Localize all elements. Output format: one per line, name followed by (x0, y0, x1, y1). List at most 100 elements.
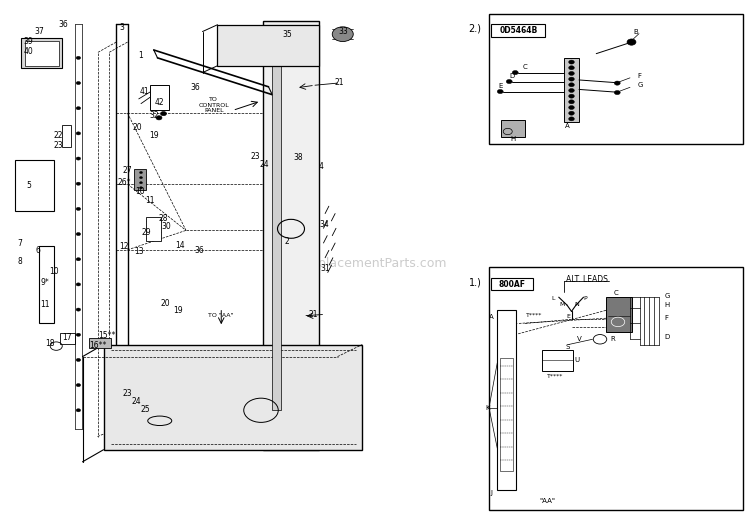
Bar (21, 38, 62, 68)
Bar (564, 58, 579, 122)
Text: 28: 28 (159, 214, 168, 224)
Bar (25, 41, 58, 66)
Text: J: J (490, 490, 492, 496)
Bar (39, 246, 54, 323)
Circle shape (332, 27, 353, 42)
Text: M: M (560, 301, 566, 307)
Bar (60, 333, 75, 344)
Circle shape (627, 39, 636, 45)
Circle shape (614, 90, 620, 95)
Bar (272, 53, 280, 410)
Text: A: A (565, 123, 569, 129)
Circle shape (160, 112, 166, 116)
Circle shape (76, 383, 81, 387)
Text: 10: 10 (136, 187, 145, 197)
Bar (497, 310, 516, 490)
Bar (146, 217, 161, 241)
Text: 11: 11 (146, 196, 154, 206)
Text: 31: 31 (320, 264, 329, 273)
Text: V: V (578, 336, 582, 342)
Bar (104, 345, 362, 450)
Circle shape (76, 308, 81, 311)
Text: 29: 29 (142, 228, 151, 237)
Circle shape (614, 81, 620, 85)
Circle shape (140, 177, 142, 179)
Text: 19: 19 (173, 306, 182, 315)
Text: 17: 17 (63, 333, 72, 342)
Text: 42: 42 (154, 97, 164, 107)
Circle shape (568, 66, 574, 70)
Text: 20: 20 (160, 299, 170, 308)
Text: D: D (664, 333, 670, 340)
Bar (542, 350, 573, 371)
Text: F: F (638, 73, 641, 79)
Circle shape (76, 409, 81, 412)
Bar (262, 21, 319, 450)
Text: 7: 7 (17, 239, 22, 248)
Text: 1.): 1.) (469, 278, 482, 288)
Circle shape (76, 358, 81, 361)
Text: 36: 36 (195, 246, 204, 256)
Text: 37: 37 (34, 27, 44, 36)
Bar (491, 24, 545, 37)
Circle shape (568, 88, 574, 93)
Text: 11: 11 (40, 299, 50, 309)
Text: H: H (510, 136, 516, 142)
Text: 1: 1 (139, 50, 143, 60)
Bar (501, 120, 525, 137)
Circle shape (76, 232, 81, 236)
Text: C: C (523, 64, 527, 70)
Text: D: D (509, 73, 515, 79)
Circle shape (140, 171, 142, 174)
Circle shape (156, 116, 162, 120)
Bar (491, 278, 532, 290)
Bar (62, 125, 71, 147)
Text: K: K (485, 404, 490, 411)
Text: 21: 21 (309, 309, 318, 319)
Text: 4: 4 (319, 162, 323, 171)
Text: 5: 5 (26, 180, 31, 190)
Text: T****: T**** (547, 373, 563, 379)
Text: S: S (566, 344, 570, 350)
Text: 24: 24 (132, 397, 141, 406)
Bar (217, 25, 319, 66)
Text: 30: 30 (162, 221, 171, 231)
Bar (134, 169, 146, 190)
Circle shape (76, 82, 81, 85)
Text: ReplacementParts.com: ReplacementParts.com (303, 257, 447, 269)
Circle shape (76, 56, 81, 59)
Text: TO "AA": TO "AA" (209, 313, 234, 318)
Text: 21: 21 (334, 78, 344, 87)
Text: 34: 34 (320, 219, 328, 229)
Text: 6: 6 (35, 246, 40, 255)
Text: 36: 36 (190, 83, 200, 92)
Text: 23: 23 (54, 140, 63, 150)
Circle shape (76, 182, 81, 185)
Text: G: G (664, 292, 670, 299)
Text: 9*: 9* (40, 278, 50, 287)
Text: TO
CONTROL
PANEL: TO CONTROL PANEL (198, 97, 229, 114)
Text: 2: 2 (284, 237, 289, 247)
Text: G: G (638, 82, 643, 88)
Text: 2.): 2.) (469, 24, 482, 34)
Text: 15**: 15** (98, 331, 116, 340)
Text: 18: 18 (45, 339, 54, 348)
Circle shape (76, 283, 81, 286)
Circle shape (497, 89, 503, 94)
Circle shape (568, 106, 574, 109)
Text: 23: 23 (251, 151, 260, 161)
Text: 32: 32 (149, 110, 158, 120)
Circle shape (76, 333, 81, 336)
Circle shape (568, 117, 574, 121)
Bar (606, 297, 631, 332)
Text: 16**: 16** (88, 340, 106, 350)
Circle shape (568, 60, 574, 64)
Circle shape (76, 157, 81, 160)
Text: E: E (566, 314, 571, 319)
Circle shape (568, 100, 574, 104)
Circle shape (76, 258, 81, 261)
Circle shape (76, 132, 81, 135)
Text: 39: 39 (24, 36, 33, 46)
Circle shape (568, 83, 574, 87)
Circle shape (568, 111, 574, 115)
